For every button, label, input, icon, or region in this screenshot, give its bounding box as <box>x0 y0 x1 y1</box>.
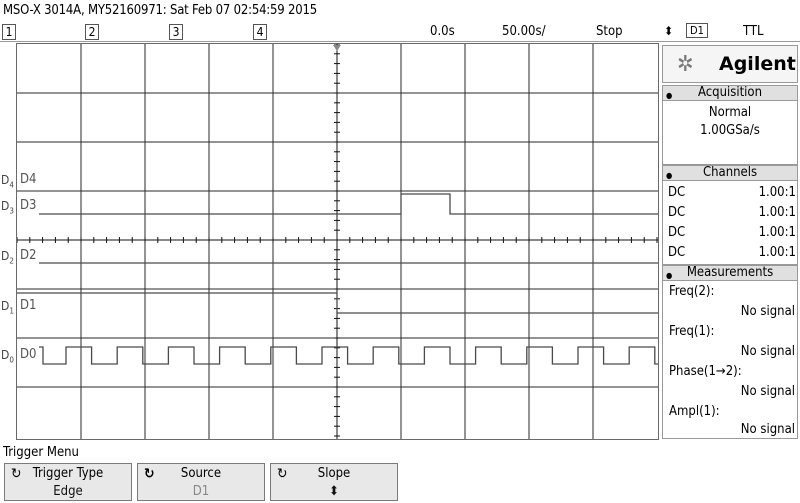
softkey-value: ⬍ <box>329 484 339 499</box>
channels-header-text: Channels <box>702 165 758 180</box>
rotate-icon: ↻ <box>11 466 22 482</box>
channel-probe: 1.00:1 <box>758 225 796 240</box>
time-per-division: 50.00s/ <box>502 24 546 39</box>
measurement-item: Freq(2): No signal <box>666 284 798 324</box>
acquisition-header-text: Acquisition <box>697 85 763 100</box>
channel-1-indicator[interactable]: 1 <box>2 24 16 40</box>
measurements-header-text: Measurements <box>686 265 774 280</box>
channels-header: ● Channels <box>662 165 798 181</box>
run-state: Stop <box>596 24 623 39</box>
channel-probe: 1.00:1 <box>758 185 796 200</box>
channel-coupling: DC <box>668 205 686 220</box>
softkey-label: Trigger Type <box>32 466 104 481</box>
acquisition-mode: Normal <box>708 105 752 120</box>
digital-traces <box>17 193 658 365</box>
trigger-level: TTL <box>743 24 764 39</box>
channel-4-indicator[interactable]: 4 <box>253 24 267 40</box>
row-label-d3: D3 <box>1 199 14 216</box>
measurement-name: Phase(1→2): <box>669 364 742 379</box>
channel-2-indicator[interactable]: 2 <box>85 24 99 40</box>
measurement-item: Freq(1): No signal <box>666 324 798 364</box>
softkey-label: Slope <box>317 466 351 481</box>
channel-coupling: DC <box>668 185 686 200</box>
bullet-icon: ● <box>666 171 673 180</box>
measurements-header: ● Measurements <box>662 265 798 281</box>
brand-name: Agilent <box>719 53 796 75</box>
title-bar: MSO-X 3014A, MY52160971: Sat Feb 07 02:5… <box>0 0 800 22</box>
row-label-d1: D1 <box>1 299 14 316</box>
channel-probe: 1.00:1 <box>758 245 796 260</box>
rotate-icon: ↻ <box>144 466 155 482</box>
row-label-d2: D2 <box>1 249 14 266</box>
trace-label-d1: D1 <box>20 298 37 313</box>
trace-label-d3: D3 <box>20 198 37 213</box>
measurement-value: No signal <box>740 344 795 359</box>
row-label-d4: D4 <box>1 173 14 190</box>
waveform-graticule <box>16 43 658 439</box>
softkey-label: Source <box>180 466 222 481</box>
acquisition-section: Normal 1.00GSa/s <box>662 101 798 165</box>
rotate-icon: ↻ <box>277 466 288 482</box>
channel-coupling: DC <box>668 245 686 260</box>
measurement-value: No signal <box>740 304 795 319</box>
softkey-source[interactable]: ↻ Source D1 <box>137 463 265 501</box>
window-title: MSO-X 3014A, MY52160971: Sat Feb 07 02:5… <box>3 3 318 18</box>
softkey-slope[interactable]: ↻ Slope ⬍ <box>270 463 398 501</box>
channel-coupling: DC <box>668 225 686 240</box>
softkey-menu: Trigger Menu ↻ Trigger Type Edge ↻ Sourc… <box>0 443 800 503</box>
softkey-value: D1 <box>192 484 210 499</box>
trigger-slope-icon: ⬍ <box>664 24 674 38</box>
channel-probe: 1.00:1 <box>758 205 796 220</box>
measurement-item: Phase(1→2): No signal <box>666 364 798 404</box>
trigger-source: D1 <box>686 23 708 38</box>
measurement-item: Ampl(1): No signal <box>666 404 798 438</box>
brand-logo: ✲ Agilent <box>662 45 798 83</box>
sample-rate: 1.00GSa/s <box>700 123 760 138</box>
trace-d1 <box>17 292 658 314</box>
row-label-d0: D0 <box>1 348 14 365</box>
time-reference: 0.0s <box>430 24 455 39</box>
menu-title: Trigger Menu <box>3 445 79 460</box>
trace-label-d2: D2 <box>20 248 37 263</box>
channel-3-indicator[interactable]: 3 <box>169 24 183 40</box>
bullet-icon: ● <box>666 271 673 280</box>
info-panel: ✲ Agilent ● Acquisition Normal 1.00GSa/s… <box>660 43 800 440</box>
acquisition-header: ● Acquisition <box>662 85 798 101</box>
bullet-icon: ● <box>666 91 673 100</box>
measurement-value: No signal <box>740 384 795 399</box>
waveform-display[interactable]: D4 D3 D2 D1 D0 <box>16 43 659 440</box>
measurement-name: Freq(2): <box>669 284 715 299</box>
measurement-name: Freq(1): <box>669 324 715 339</box>
trace-d3 <box>39 193 658 215</box>
status-bar: 1 2 3 4 0.0s 50.00s/ Stop ⬍ D1 TTL <box>0 22 800 42</box>
channels-section: DC 1.00:1 DC 1.00:1 DC 1.00:1 DC 1.00:1 <box>662 181 798 265</box>
measurements-section: Freq(2): No signal Freq(1): No signal Ph… <box>662 281 798 439</box>
trace-label-d4: D4 <box>20 172 37 187</box>
trace-d0 <box>39 346 658 365</box>
measurement-value: No signal <box>740 422 795 437</box>
trace-label-d0: D0 <box>20 347 37 362</box>
measurement-name: Ampl(1): <box>669 404 720 419</box>
softkey-trigger-type[interactable]: ↻ Trigger Type Edge <box>4 463 132 501</box>
softkey-value: Edge <box>53 484 83 499</box>
trigger-position-marker <box>333 45 341 51</box>
agilent-spark-icon: ✲ <box>677 52 694 77</box>
